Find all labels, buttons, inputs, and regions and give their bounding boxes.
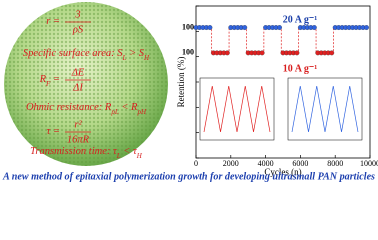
chart: 0 2000 4000 6000 8000 10000 Cycles (n) Retentio…	[176, 5, 378, 177]
text-part: < τ	[121, 146, 138, 157]
lhs: τ =	[47, 126, 60, 137]
x-tick-label: 6000	[292, 159, 308, 168]
formula-lhs: r =	[46, 16, 60, 27]
annotation: 10 A g⁻¹	[283, 63, 317, 74]
connector	[314, 27, 318, 54]
x-tick-label: 4000	[258, 159, 274, 168]
subscript: pL	[110, 108, 119, 116]
formula-lhs: τ =	[47, 126, 60, 137]
x-tick-label: 2000	[223, 159, 239, 168]
x-axis-label: Cycles (n)	[264, 167, 301, 177]
numerator: r²	[74, 119, 82, 130]
lhs: R	[39, 74, 47, 85]
data-point	[207, 25, 213, 30]
x-tick-label: 10000	[360, 159, 378, 168]
denominator: ΔI	[72, 82, 83, 93]
data-point	[311, 25, 317, 30]
data-point	[259, 50, 265, 56]
connector	[331, 27, 336, 54]
page: {"formulas": [ {"lhs": "r =", "num": "3"…	[0, 0, 378, 184]
inset-curve	[291, 85, 359, 133]
subscript: pH	[136, 108, 147, 116]
connector	[262, 27, 266, 54]
formula-lhs: RF =	[39, 74, 60, 87]
data-point	[242, 25, 248, 30]
formula-text: Specific surface area: SL > SH	[23, 48, 150, 61]
lhs: r =	[46, 16, 60, 27]
sphere-texture	[4, 2, 168, 166]
annotation: 100	[182, 48, 194, 57]
numerator: ΔE	[71, 67, 85, 78]
text-part: Transmission time: τ	[30, 146, 118, 157]
y-axis-label: Retention (%)	[176, 57, 186, 108]
text-part: > S	[126, 48, 144, 59]
connector	[279, 27, 283, 54]
data-point	[294, 50, 300, 56]
inset-curve	[203, 85, 271, 133]
text-part: Specific surface area: S	[23, 48, 123, 59]
data-point	[364, 25, 369, 30]
annotation: 100	[182, 22, 194, 31]
x-tick-label: 0	[194, 159, 198, 168]
text-part: Ohmic resistance: R	[26, 102, 112, 113]
equals: =	[50, 74, 60, 85]
subscript: F	[45, 80, 51, 88]
annotation: 20 A g⁻¹	[283, 14, 317, 25]
denominator: 16πR	[67, 134, 90, 145]
caption: A new method of epitaxial polymerization…	[2, 171, 375, 182]
subscript: L	[122, 54, 127, 62]
connector	[227, 27, 231, 54]
connector	[209, 27, 214, 54]
x-tick-label: 8000	[327, 159, 343, 168]
subscript: H	[136, 152, 143, 160]
text-part: < R	[119, 102, 138, 113]
data-point	[329, 50, 335, 56]
formula-text: Transmission time: τL < τH	[30, 146, 143, 159]
numerator: 3	[74, 9, 80, 20]
subscript: H	[143, 54, 150, 62]
denominator: ρS	[72, 24, 84, 35]
formula-text: Ohmic resistance: RpL < RpH	[26, 102, 147, 115]
subscript: L	[116, 152, 121, 160]
data-point	[277, 25, 282, 30]
connector	[244, 27, 249, 54]
connector	[296, 27, 301, 54]
data-point	[224, 50, 230, 56]
